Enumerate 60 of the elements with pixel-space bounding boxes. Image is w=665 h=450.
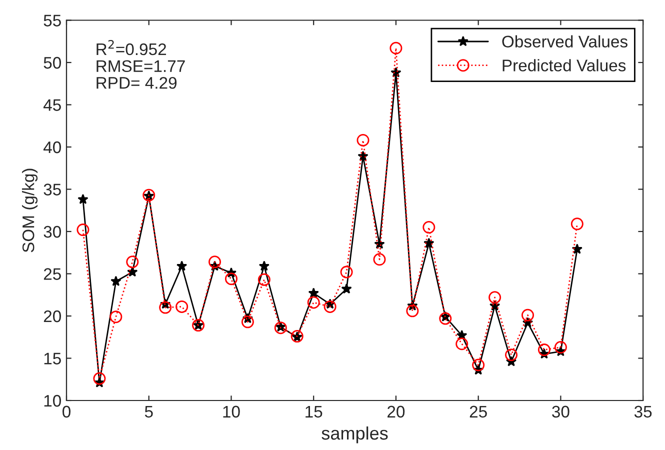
point [110,276,122,286]
point [308,288,319,298]
legend-label: Observed Values [502,35,628,48]
point [224,272,238,286]
point [373,253,386,266]
point [159,301,172,314]
point [340,266,353,278]
point [356,134,370,146]
point [324,300,336,313]
legend-label: Predicted Values [502,59,626,72]
y-tick-label: 10 [44,394,61,407]
y-tick-label: 25 [44,268,61,280]
x-tick-label: 25 [470,406,487,418]
x-tick-label: 35 [634,406,652,418]
x-tick-label: 30 [552,406,570,418]
y-tick-label: 50 [44,56,61,69]
point [341,283,352,294]
x-tick-label: 15 [306,406,322,418]
point [274,322,287,334]
y-tick-label: 20 [44,310,61,322]
point [422,221,436,234]
point [76,224,90,236]
point [390,42,402,54]
point [505,348,518,362]
point [241,316,254,328]
point [406,304,419,318]
y-tick-label: 55 [44,14,61,26]
point [78,194,88,204]
point [572,244,582,254]
y-tick-label: 45 [43,99,61,111]
x-tick-label: 20 [388,406,405,418]
point [472,358,485,372]
point [126,256,139,268]
point [258,273,270,286]
x-tick-label: 10 [223,406,240,418]
point [208,256,222,268]
y-tick-label: 30 [44,226,61,238]
point [93,372,106,385]
x-tick-label: 5 [144,406,153,418]
point [258,260,270,271]
point [110,310,122,324]
y-tick-label: 40 [43,141,61,154]
point [488,291,502,304]
point [127,266,138,277]
point [424,238,434,248]
point [439,312,452,325]
point [521,308,534,322]
y-axis-title: SOM (g/kg) [22,168,38,252]
point [538,344,550,356]
point [570,218,584,230]
x-tick-label: 0 [62,406,70,418]
y-tick-label: 15 [44,352,61,364]
point [307,296,320,309]
point [176,260,188,271]
annotation: R$^{2}$=0.952 RMSE=1.77 RPD= 4.29 [96,40,185,89]
point [176,300,188,313]
point [554,341,567,354]
y-tick-label: 35 [44,184,61,196]
point [456,338,468,350]
x-axis-title: samples [322,426,388,444]
